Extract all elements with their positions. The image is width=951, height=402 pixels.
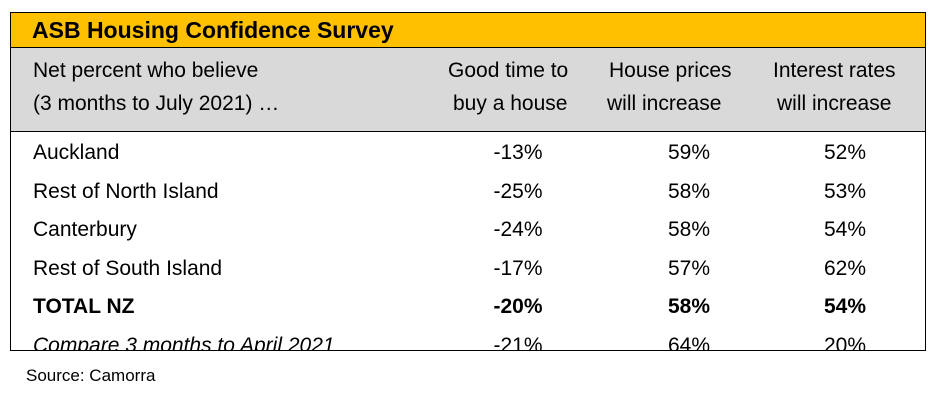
header-col-rates-line1: Interest rates [773, 59, 896, 82]
table-body: Auckland -13% 59% 52% Rest of North Isla… [11, 132, 925, 351]
cell-interest-rates: 53% [823, 179, 867, 203]
cell-good-time: -25% [493, 179, 543, 203]
cell-good-time: -21% [493, 333, 543, 351]
table-row: Rest of South Island -17% 57% 62% [11, 250, 925, 289]
table-row-total: TOTAL NZ -20% 58% 54% [11, 288, 925, 327]
cell-interest-rates: 52% [823, 141, 867, 164]
survey-table: ASB Housing Confidence Survey Net percen… [10, 12, 926, 351]
header-col-prices-line1: House prices [609, 59, 732, 82]
cell-house-prices: 59% [667, 141, 711, 164]
row-label: Canterbury [33, 218, 137, 241]
table-header: Net percent who believe (3 months to Jul… [11, 48, 925, 132]
table-row-compare: Compare 3 months to April 2021 -21% 64% … [11, 327, 925, 351]
cell-house-prices: 58% [667, 179, 711, 203]
row-label: Rest of North Island [33, 179, 219, 203]
cell-interest-rates: 54% [823, 295, 867, 318]
cell-interest-rates: 62% [823, 256, 867, 280]
cell-house-prices: 58% [667, 295, 711, 318]
cell-interest-rates: 54% [823, 218, 867, 241]
row-label: Compare 3 months to April 2021 [33, 333, 335, 351]
table-row: Auckland -13% 59% 52% [11, 134, 925, 173]
cell-house-prices: 64% [667, 333, 711, 351]
source-note: Source: Camorra [26, 366, 156, 385]
cell-interest-rates: 20% [823, 333, 867, 351]
cell-good-time: -24% [493, 218, 543, 241]
row-label: TOTAL NZ [33, 295, 135, 318]
cell-house-prices: 58% [667, 218, 711, 241]
cell-good-time: -20% [493, 295, 543, 318]
header-col-buy-line1: Good time to [448, 59, 569, 82]
cell-good-time: -17% [493, 256, 543, 280]
header-row-label-line2: (3 months to July 2021) … [33, 92, 280, 115]
table-title: ASB Housing Confidence Survey [11, 13, 925, 48]
header-row-label-line1: Net percent who believe [33, 59, 259, 82]
header-col-rates-line2: will increase [777, 92, 892, 115]
cell-house-prices: 57% [667, 256, 711, 280]
table-row: Canterbury -24% 58% 54% [11, 211, 925, 250]
table-row: Rest of North Island -25% 58% 53% [11, 173, 925, 212]
header-col-buy-line2: buy a house [453, 92, 568, 115]
cell-good-time: -13% [493, 141, 543, 164]
row-label: Auckland [33, 141, 120, 164]
row-label: Rest of South Island [33, 256, 223, 280]
header-col-prices-line2: will increase [607, 92, 722, 115]
